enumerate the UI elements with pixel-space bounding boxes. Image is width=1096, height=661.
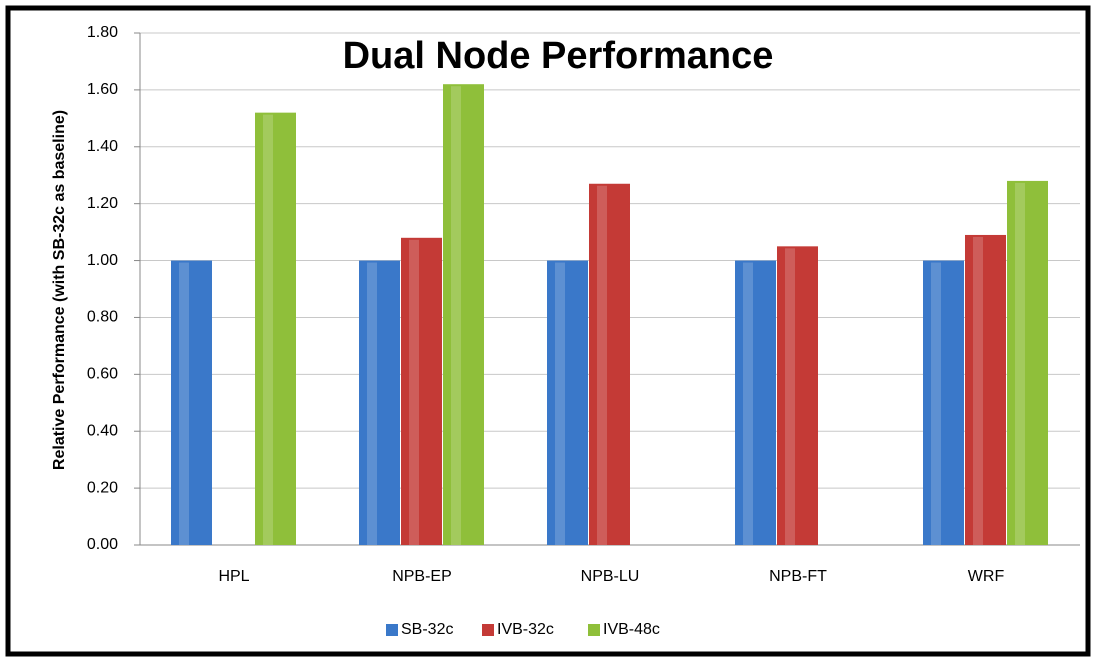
y-tick-label: 0.20	[87, 479, 118, 496]
bar-highlight	[597, 185, 607, 545]
bar-highlight	[973, 236, 983, 545]
x-tick-label: WRF	[968, 568, 1005, 585]
y-axis-label: Relative Performance (with SB-32c as bas…	[51, 110, 68, 470]
bar-highlight	[367, 262, 377, 545]
bar	[589, 183, 630, 545]
y-tick-label: 1.00	[87, 252, 118, 269]
bar-highlight	[931, 262, 941, 545]
bar-highlight	[1015, 182, 1025, 545]
y-tick-label: 1.60	[87, 81, 118, 98]
bar	[547, 260, 588, 545]
y-tick-label: 0.60	[87, 366, 118, 383]
legend-label: IVB-48c	[603, 621, 660, 638]
legend-label: IVB-32c	[497, 621, 554, 638]
x-tick-label: NPB-LU	[581, 568, 640, 585]
y-tick-label: 1.20	[87, 195, 118, 212]
bar	[401, 237, 442, 546]
y-tick-label: 0.00	[87, 536, 118, 553]
x-tick-label: NPB-EP	[392, 568, 452, 585]
bar	[443, 84, 484, 545]
bar	[359, 260, 400, 545]
y-tick-label: 1.40	[87, 138, 118, 155]
bar	[171, 260, 212, 545]
bar-highlight	[555, 262, 565, 545]
x-tick-label: NPB-FT	[769, 568, 827, 585]
bar	[735, 260, 776, 545]
bar-highlight	[785, 248, 795, 546]
legend-swatch	[588, 624, 600, 636]
bar	[923, 260, 964, 545]
legend-swatch	[482, 624, 494, 636]
bar	[255, 112, 296, 546]
bar-highlight	[743, 262, 753, 545]
bar-highlight	[451, 86, 461, 545]
bar-highlight	[179, 262, 189, 545]
y-tick-label: 1.80	[87, 24, 118, 41]
y-tick-label: 0.80	[87, 309, 118, 326]
bar-highlight	[263, 114, 273, 546]
bar	[965, 234, 1006, 545]
x-tick-label: HPL	[218, 568, 249, 585]
y-tick-label: 0.40	[87, 422, 118, 439]
bar	[1007, 180, 1048, 545]
chart-title: Dual Node Performance	[343, 35, 774, 77]
legend-swatch	[386, 624, 398, 636]
legend-label: SB-32c	[401, 621, 453, 638]
bar-highlight	[409, 239, 419, 546]
bar	[777, 246, 818, 546]
